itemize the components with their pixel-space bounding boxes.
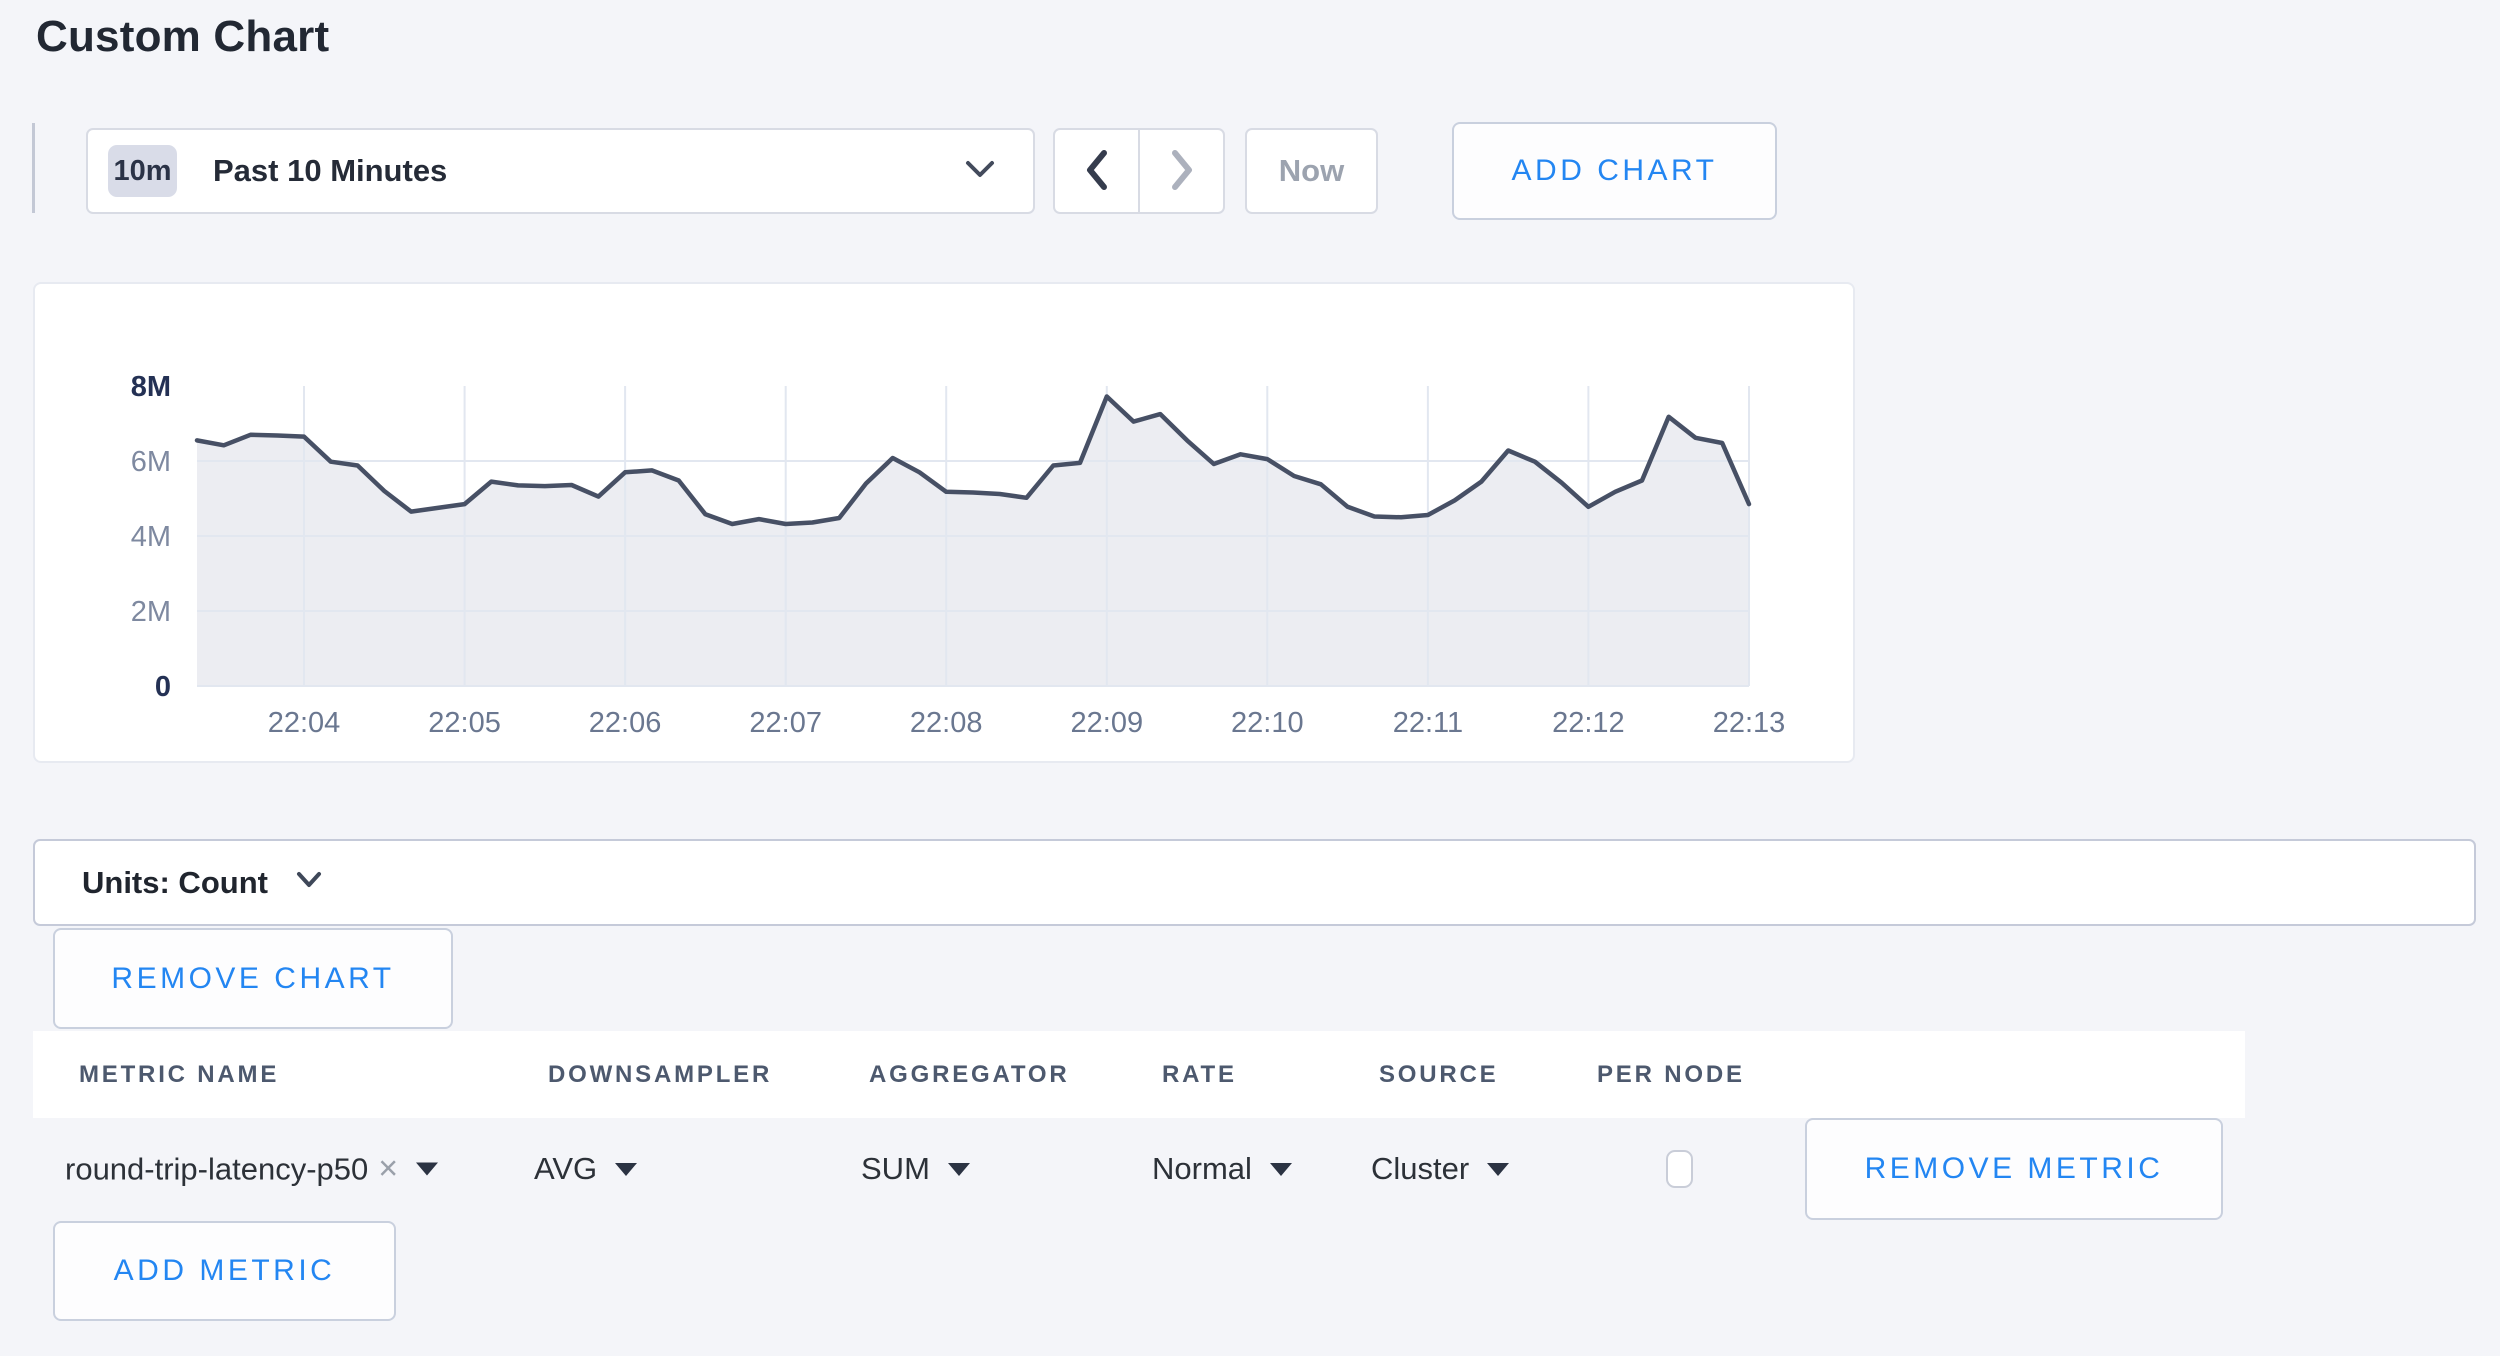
aggregator-dropdown[interactable]: SUM (861, 1151, 970, 1187)
next-range-button[interactable] (1140, 130, 1223, 212)
time-range-dropdown[interactable]: 10m Past 10 Minutes (86, 128, 1035, 214)
source-dropdown[interactable]: Cluster (1371, 1151, 1510, 1187)
svg-text:2M: 2M (131, 596, 171, 628)
svg-text:22:06: 22:06 (589, 707, 662, 739)
prev-range-button[interactable] (1055, 130, 1140, 212)
column-header-per-node: PER NODE (1597, 1060, 1745, 1088)
add-chart-button[interactable]: ADD CHART (1452, 122, 1777, 220)
chevron-down-icon (963, 157, 997, 186)
column-header-rate: RATE (1162, 1060, 1237, 1088)
time-range-badge: 10m (108, 145, 177, 197)
svg-text:6M: 6M (131, 446, 171, 478)
chevron-left-icon (1083, 148, 1111, 195)
timeseries-chart[interactable]: 22:04 22:05 22:06 22:07 22:08 22:09 22:10 22:11… (35, 284, 1857, 765)
metric-name-value: round-trip-latency-p50 (65, 1151, 369, 1186)
add-metric-button[interactable]: ADD METRIC (53, 1221, 396, 1321)
chevron-down-icon (295, 870, 323, 895)
svg-text:22:13: 22:13 (1713, 707, 1786, 739)
units-dropdown[interactable]: Units: Count (33, 839, 2476, 926)
metrics-table-header: METRIC NAME DOWNSAMPLER AGGREGATOR RATE … (33, 1031, 2245, 1118)
metric-row: round-trip-latency-p50 × AVG SUM Normal … (33, 1118, 2245, 1220)
downsampler-value: AVG (534, 1151, 598, 1186)
source-value: Cluster (1371, 1151, 1470, 1186)
svg-text:22:08: 22:08 (910, 707, 983, 739)
remove-metric-button[interactable]: REMOVE METRIC (1805, 1118, 2223, 1220)
now-button[interactable]: Now (1245, 128, 1378, 214)
svg-text:22:10: 22:10 (1231, 707, 1304, 739)
svg-text:22:09: 22:09 (1071, 707, 1144, 739)
svg-text:22:11: 22:11 (1393, 707, 1463, 739)
time-range-label: Past 10 Minutes (213, 153, 448, 188)
caret-down-icon (1487, 1162, 1510, 1176)
column-header-metric-name: METRIC NAME (79, 1060, 280, 1088)
per-node-checkbox[interactable] (1666, 1150, 1693, 1188)
caret-down-icon (1269, 1162, 1292, 1176)
caret-down-icon (416, 1162, 439, 1176)
time-nav-group (1053, 128, 1225, 214)
svg-text:8M: 8M (131, 371, 171, 403)
column-header-downsampler: DOWNSAMPLER (548, 1060, 773, 1088)
caret-down-icon (615, 1162, 638, 1176)
svg-text:22:04: 22:04 (268, 707, 341, 739)
column-header-source: SOURCE (1379, 1060, 1499, 1088)
remove-chart-button[interactable]: REMOVE CHART (53, 928, 453, 1029)
units-label: Units: Count (82, 864, 268, 900)
svg-text:0: 0 (155, 671, 171, 703)
svg-text:22:05: 22:05 (428, 707, 501, 739)
downsampler-dropdown[interactable]: AVG (534, 1151, 638, 1187)
rate-dropdown[interactable]: Normal (1152, 1151, 1292, 1187)
svg-text:22:12: 22:12 (1552, 707, 1625, 739)
page-title: Custom Chart (36, 12, 330, 61)
rate-value: Normal (1152, 1151, 1252, 1186)
chevron-right-icon (1168, 148, 1196, 195)
svg-text:4M: 4M (131, 521, 171, 553)
metric-name-dropdown[interactable]: round-trip-latency-p50 × (65, 1149, 439, 1189)
svg-text:22:07: 22:07 (749, 707, 822, 739)
column-header-aggregator: AGGREGATOR (869, 1060, 1070, 1088)
caret-down-icon (947, 1162, 970, 1176)
aggregator-value: SUM (861, 1151, 930, 1186)
clear-metric-icon[interactable]: × (378, 1149, 399, 1188)
toolbar-divider (32, 123, 35, 213)
chart-card: 22:04 22:05 22:06 22:07 22:08 22:09 22:10 22:11… (33, 282, 1855, 763)
